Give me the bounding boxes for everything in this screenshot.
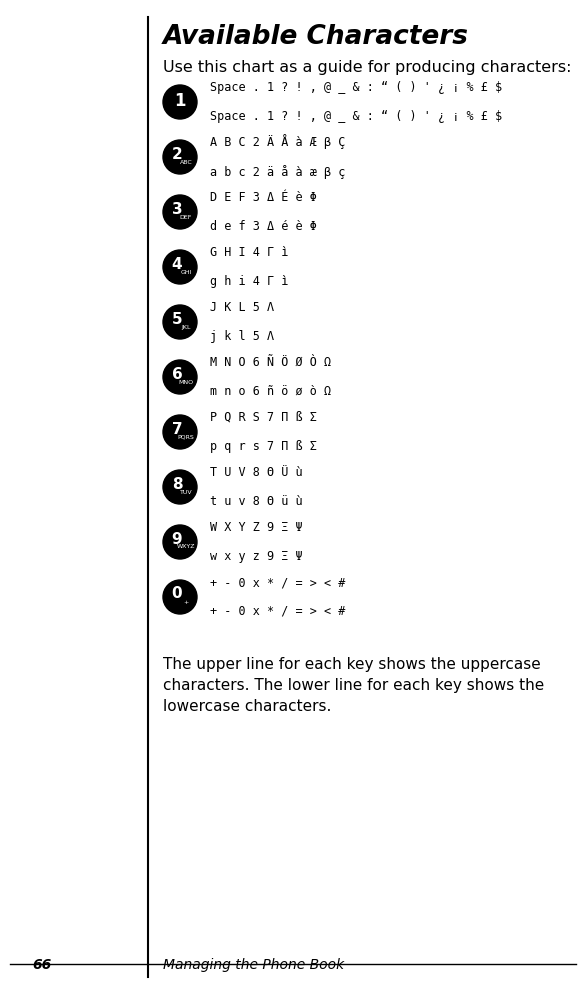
Text: G H I 4 Γ ì: G H I 4 Γ ì (210, 246, 288, 259)
Text: 3: 3 (172, 201, 182, 216)
Circle shape (163, 415, 197, 449)
Text: p q r s 7 Π ß Σ: p q r s 7 Π ß Σ (210, 440, 317, 453)
Text: Managing the Phone Book: Managing the Phone Book (163, 958, 344, 972)
Text: m n o 6 ñ ö ø ò Ω: m n o 6 ñ ö ø ò Ω (210, 385, 331, 398)
Text: 4: 4 (172, 257, 182, 272)
Text: GHI: GHI (180, 270, 192, 275)
Text: 8: 8 (172, 477, 182, 492)
Text: DEF: DEF (180, 214, 192, 219)
Text: Use this chart as a guide for producing characters:: Use this chart as a guide for producing … (163, 60, 571, 75)
Circle shape (163, 250, 197, 284)
Text: M N O 6 Ñ Ö Ø Ò Ω: M N O 6 Ñ Ö Ø Ò Ω (210, 356, 331, 369)
Text: a b c 2 ä å à æ β ç: a b c 2 ä å à æ β ç (210, 165, 345, 179)
Text: + - 0 x * / = > < #: + - 0 x * / = > < # (210, 605, 345, 618)
Text: J K L 5 Λ: J K L 5 Λ (210, 301, 274, 314)
Circle shape (163, 580, 197, 614)
Text: A B C 2 Ä Å à Æ β Ç: A B C 2 Ä Å à Æ β Ç (210, 134, 345, 149)
Text: TUV: TUV (180, 490, 192, 495)
Circle shape (163, 470, 197, 504)
Text: 2: 2 (172, 146, 182, 161)
Circle shape (163, 525, 197, 559)
Circle shape (163, 85, 197, 119)
Text: The upper line for each key shows the uppercase
characters. The lower line for e: The upper line for each key shows the up… (163, 657, 544, 714)
Text: 1: 1 (174, 92, 186, 110)
Circle shape (163, 305, 197, 339)
Text: 5: 5 (172, 312, 182, 327)
Circle shape (163, 140, 197, 174)
Text: j k l 5 Λ: j k l 5 Λ (210, 330, 274, 343)
Text: T U V 8 Θ Ü ù: T U V 8 Θ Ü ù (210, 466, 302, 479)
Text: W X Y Z 9 Ξ Ψ: W X Y Z 9 Ξ Ψ (210, 521, 302, 534)
Text: D E F 3 Δ É è Φ: D E F 3 Δ É è Φ (210, 191, 317, 204)
Text: Space . 1 ? ! , @ _ & : “ ( ) ' ¿ ¡ % £ $: Space . 1 ? ! , @ _ & : “ ( ) ' ¿ ¡ % £ … (210, 110, 502, 123)
Circle shape (163, 195, 197, 229)
Text: 9: 9 (172, 531, 182, 546)
Text: JKL: JKL (181, 325, 191, 330)
Text: PQRS: PQRS (178, 435, 195, 440)
Text: 7: 7 (172, 422, 182, 437)
Text: MNO: MNO (179, 380, 193, 385)
Text: Available Characters: Available Characters (163, 24, 469, 50)
Text: +: + (183, 599, 189, 604)
Text: t u v 8 Θ ü ù: t u v 8 Θ ü ù (210, 495, 302, 508)
Text: WXYZ: WXYZ (177, 544, 195, 549)
Text: 6: 6 (172, 367, 182, 382)
Text: w x y z 9 Ξ Ψ: w x y z 9 Ξ Ψ (210, 550, 302, 563)
Text: 66: 66 (32, 958, 51, 972)
Text: ABC: ABC (180, 159, 192, 164)
Text: d e f 3 Δ é è Φ: d e f 3 Δ é è Φ (210, 220, 317, 233)
Circle shape (163, 360, 197, 394)
Text: Space . 1 ? ! , @ _ & : “ ( ) ' ¿ ¡ % £ $: Space . 1 ? ! , @ _ & : “ ( ) ' ¿ ¡ % £ … (210, 81, 502, 94)
Text: g h i 4 Γ ì: g h i 4 Γ ì (210, 275, 288, 288)
Text: + - 0 x * / = > < #: + - 0 x * / = > < # (210, 576, 345, 589)
Text: 0: 0 (172, 586, 182, 601)
Text: P Q R S 7 Π ß Σ: P Q R S 7 Π ß Σ (210, 411, 317, 424)
